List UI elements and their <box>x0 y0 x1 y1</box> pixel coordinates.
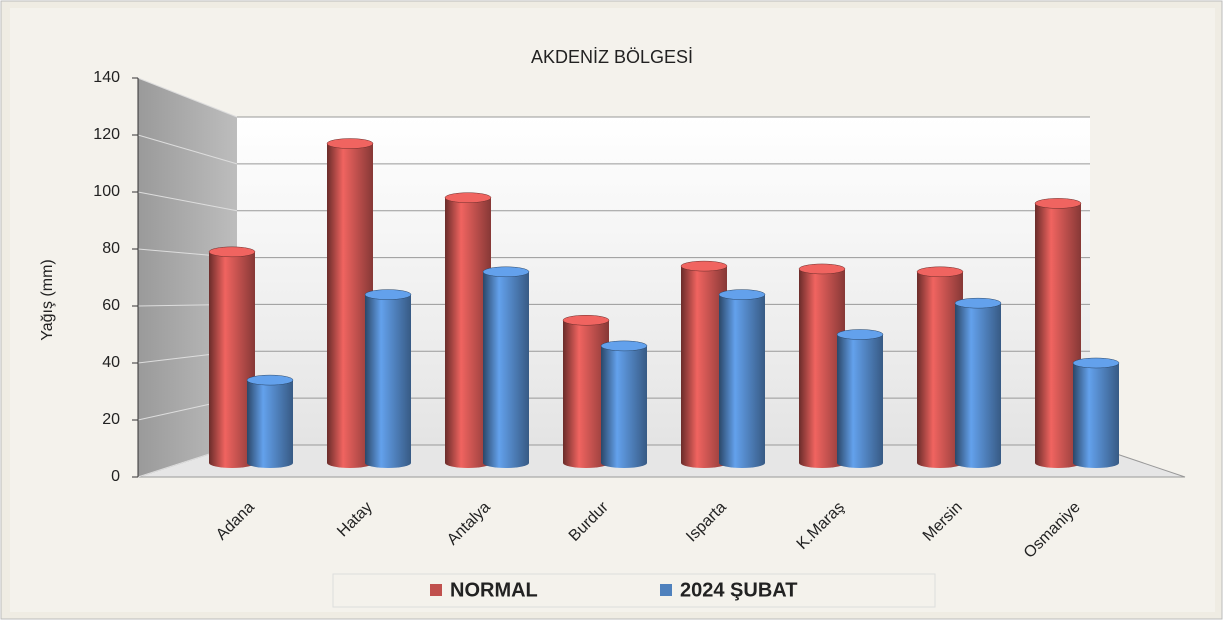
bar-body <box>601 345 647 468</box>
bar <box>482 266 530 468</box>
y-tick-label: 120 <box>93 126 120 143</box>
bar <box>444 192 492 468</box>
bar-top <box>444 192 492 203</box>
bar-top <box>1034 198 1082 209</box>
bar-body <box>247 380 293 468</box>
bar-top <box>600 340 648 352</box>
bar-body <box>1073 363 1119 468</box>
legend-label: NORMAL <box>450 579 538 601</box>
bar <box>246 374 294 468</box>
bar-top <box>836 329 884 340</box>
bar <box>1072 357 1120 468</box>
bar-body <box>445 197 491 468</box>
grid-line <box>137 134 238 165</box>
bar-body <box>483 271 529 468</box>
bar-top <box>718 289 766 300</box>
bar <box>836 329 884 468</box>
bar <box>1034 198 1082 468</box>
bar-body <box>837 334 883 468</box>
bar <box>562 315 610 468</box>
bar <box>364 289 412 468</box>
bar-body <box>1035 203 1081 468</box>
legend-swatch <box>430 584 442 596</box>
y-tick-label: 80 <box>102 240 120 257</box>
bar <box>680 260 728 468</box>
bar-top <box>680 260 728 272</box>
bar-body <box>917 271 963 468</box>
bar-body <box>719 294 765 468</box>
bar-top <box>246 374 294 386</box>
bar <box>718 289 766 468</box>
bar-top <box>482 266 530 278</box>
bar-top <box>916 266 964 278</box>
bar-top <box>1072 357 1120 369</box>
bar-body <box>209 251 255 468</box>
bar-body <box>955 303 1001 468</box>
bar-top <box>798 263 846 275</box>
grid-line <box>137 191 238 212</box>
bar-top <box>326 138 374 149</box>
bar-top <box>208 246 256 258</box>
y-tick-label: 100 <box>93 183 120 200</box>
legend <box>332 573 936 608</box>
grid-line <box>137 77 238 118</box>
bar <box>954 297 1002 468</box>
bar <box>600 340 648 468</box>
bar <box>916 266 964 468</box>
chart-title: AKDENİZ BÖLGESİ <box>531 47 693 67</box>
y-tick-label: 60 <box>102 297 120 314</box>
bar <box>208 246 256 468</box>
floor <box>137 444 1186 478</box>
bar-top <box>364 289 412 300</box>
bar-top <box>954 297 1002 309</box>
y-tick-label: 20 <box>102 411 120 428</box>
legend-swatch <box>660 584 672 596</box>
y-tick-label: 40 <box>102 354 120 371</box>
bar <box>326 138 374 469</box>
bar-top <box>562 315 610 326</box>
bar-body <box>681 266 727 468</box>
bar-body <box>365 294 411 468</box>
bar-body <box>327 143 373 469</box>
y-axis-label: Yağış (mm) <box>39 259 56 340</box>
y-tick-label: 0 <box>111 468 120 485</box>
bar-body <box>563 320 609 468</box>
bar-body <box>799 268 845 468</box>
bar <box>798 263 846 468</box>
y-tick-label: 140 <box>93 69 120 86</box>
legend-label: 2024 ŞUBAT <box>680 579 797 601</box>
